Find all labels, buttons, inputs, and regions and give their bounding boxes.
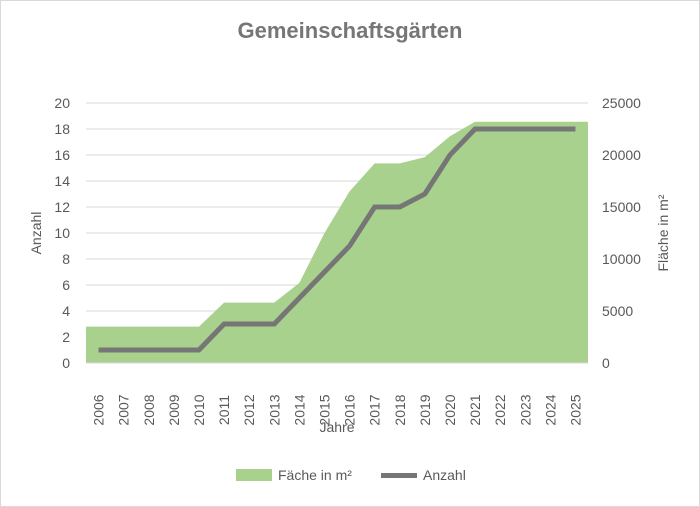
line-series <box>98 126 576 353</box>
x-tick-label: 2021 <box>467 394 483 425</box>
x-tick-label: 2007 <box>116 394 132 425</box>
y-left-tick-label: 6 <box>62 277 70 293</box>
x-tick-label: 2025 <box>567 394 583 425</box>
x-tick-label: 2015 <box>316 394 332 425</box>
area-series <box>86 121 588 363</box>
x-tick-label: 2006 <box>91 394 107 425</box>
x-tick-label: 2020 <box>442 394 458 425</box>
y-left-tick-label: 20 <box>54 95 70 111</box>
x-tick-label: 2012 <box>241 394 257 425</box>
legend-swatch-area <box>236 469 272 481</box>
x-tick-label: 2023 <box>517 394 533 425</box>
x-axis-title: Jahre <box>319 419 354 435</box>
y-left-tick-label: 10 <box>54 225 70 241</box>
y-right-tick-label: 0 <box>602 355 610 371</box>
y-left-tick-label: 8 <box>62 251 70 267</box>
y-left-tick-label: 2 <box>62 329 70 345</box>
chart-legend: Fäche in m² Anzahl <box>0 467 700 487</box>
legend-item-area: Fäche in m² <box>236 467 352 483</box>
x-tick-label: 2017 <box>367 394 383 425</box>
x-tick-label: 2014 <box>291 394 307 425</box>
x-tick-label: 2019 <box>417 394 433 425</box>
legend-item-line: Anzahl <box>381 467 466 483</box>
chart-title: Gemeinschaftsgärten <box>237 18 463 43</box>
x-tick-label: 2009 <box>166 394 182 425</box>
x-tick-label: 2011 <box>216 395 232 425</box>
x-tick-label: 2016 <box>342 394 358 425</box>
x-tick-label: 2010 <box>191 394 207 425</box>
y-left-tick-label: 16 <box>54 147 70 163</box>
y-right-tick-label: 5000 <box>602 303 633 319</box>
legend-label-line: Anzahl <box>423 467 466 483</box>
y-right-axis-title: Fläche in m² <box>655 194 671 271</box>
y-right-tick-label: 15000 <box>602 199 641 215</box>
x-tick-label: 2022 <box>492 394 508 425</box>
y-left-tick-label: 4 <box>62 303 70 319</box>
x-tick-label: 2013 <box>266 394 282 425</box>
x-tick-label: 2024 <box>542 394 558 425</box>
y-right-tick-label: 10000 <box>602 251 641 267</box>
y-left-axis-title: Anzahl <box>28 212 44 255</box>
x-tick-label: 2008 <box>141 394 157 425</box>
y-left-tick-label: 18 <box>54 121 70 137</box>
legend-label-area: Fäche in m² <box>278 467 352 483</box>
x-tick-label: 2018 <box>392 394 408 425</box>
y-left-tick-label: 12 <box>54 199 70 215</box>
y-right-tick-label: 25000 <box>602 95 641 111</box>
y-left-tick-label: 14 <box>54 173 70 189</box>
y-left-tick-label: 0 <box>62 355 70 371</box>
legend-swatch-line <box>381 472 417 478</box>
y-right-tick-label: 20000 <box>602 147 641 163</box>
